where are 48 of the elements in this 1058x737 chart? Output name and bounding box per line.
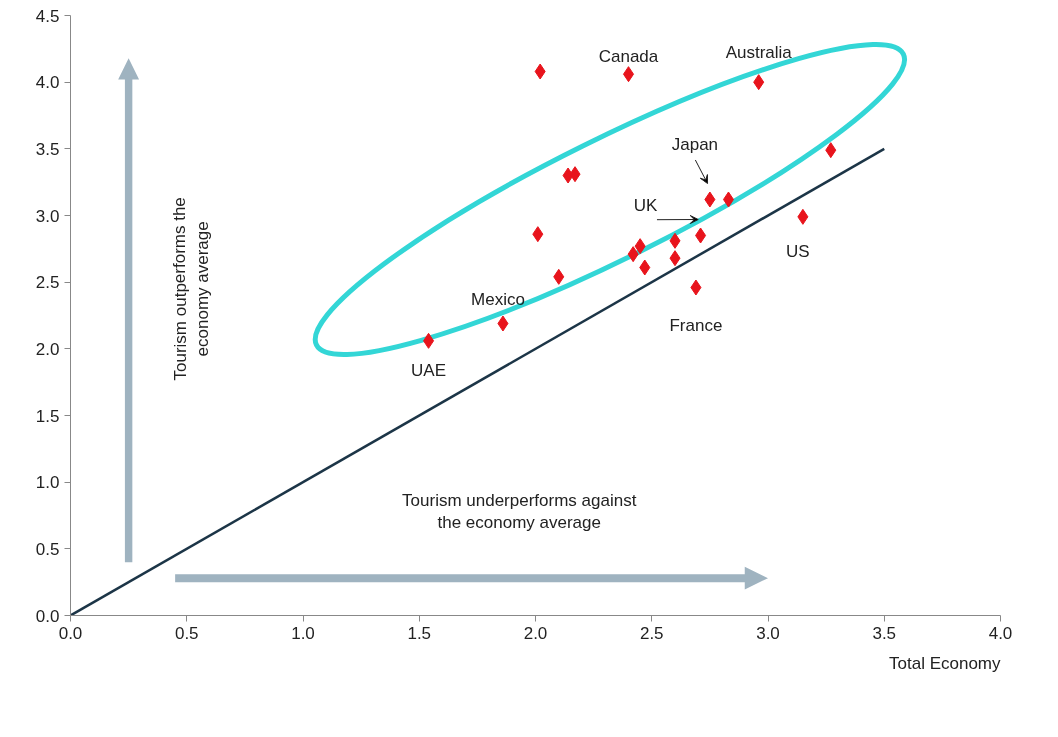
annotation: UAE xyxy=(411,361,447,381)
point xyxy=(553,268,565,285)
x-tick-label: 4.0 xyxy=(988,623,1013,643)
annotation: US xyxy=(786,242,810,262)
x-tick-label: 3.0 xyxy=(756,623,780,643)
y-tick-label: 0.5 xyxy=(35,539,60,559)
point xyxy=(669,232,681,249)
point xyxy=(669,250,681,267)
annotation: UK xyxy=(633,196,659,215)
annotation: Japan xyxy=(671,135,719,154)
point xyxy=(797,208,809,225)
annotation: France xyxy=(669,316,723,335)
x-axis-title: Total Economy xyxy=(889,653,1001,673)
x-tick-label: 2.5 xyxy=(639,623,664,643)
y-tick-label: 4.5 xyxy=(35,6,60,26)
annotation: Tourism underperforms against the economy average xyxy=(402,490,637,533)
point xyxy=(627,246,639,263)
y-tick-label: 4.0 xyxy=(35,73,60,93)
annotation: Canada xyxy=(598,46,659,66)
x-tick-label: 0.5 xyxy=(174,623,199,643)
point xyxy=(695,227,707,244)
annotation: Mexico xyxy=(471,290,525,309)
y-tick-label: 3.0 xyxy=(35,206,60,226)
x-tick-label: 1.0 xyxy=(291,623,315,643)
point xyxy=(569,166,581,183)
y-tick-label: 1.0 xyxy=(35,473,60,493)
y-tick-label: 2.5 xyxy=(35,273,60,293)
point xyxy=(690,279,702,296)
point xyxy=(423,332,435,349)
point xyxy=(532,226,544,243)
x-tick-label: 3.5 xyxy=(872,623,897,643)
x-tick-label: 0.0 xyxy=(58,623,83,643)
point xyxy=(753,74,765,91)
y-tick-label: 0.0 xyxy=(35,606,60,626)
point xyxy=(639,259,651,276)
annotation: Australia xyxy=(725,42,793,62)
point xyxy=(534,63,546,80)
point xyxy=(825,142,837,159)
annotation: Tourism outperforms the economy average xyxy=(170,197,213,381)
y-tick-label: 1.5 xyxy=(35,406,60,426)
y-tick-label: 2.0 xyxy=(35,339,60,359)
y-tick-label: 3.5 xyxy=(35,139,60,159)
point xyxy=(722,191,734,208)
x-tick-label: 2.0 xyxy=(523,623,548,643)
point xyxy=(497,315,509,332)
point xyxy=(704,191,716,208)
x-tick-label: 1.5 xyxy=(407,623,432,643)
point xyxy=(634,238,646,255)
